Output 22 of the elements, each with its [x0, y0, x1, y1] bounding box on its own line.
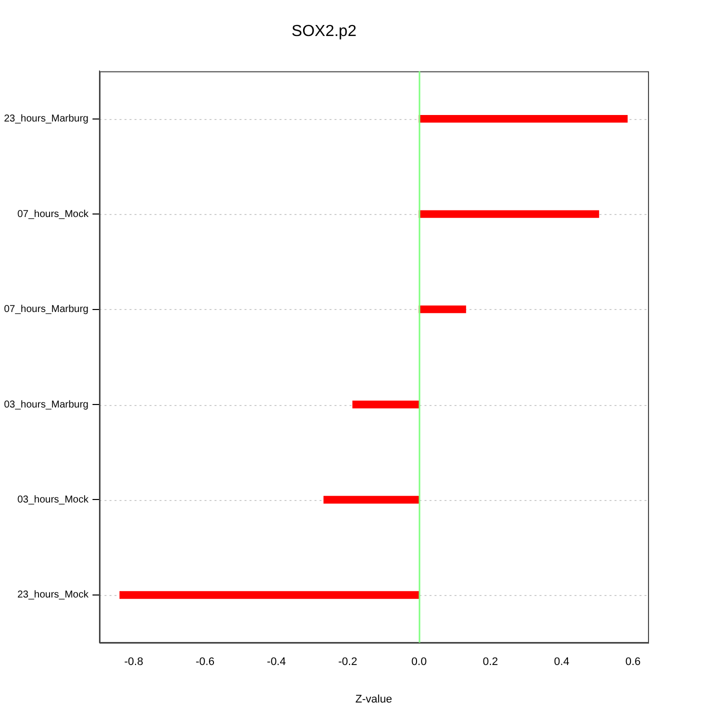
bar [418, 114, 628, 123]
y-tick-label: 03_hours_Mock [17, 494, 90, 506]
y-tick-label: 07_hours_Marburg [4, 304, 88, 316]
y-tick-label: 23_hours_Mock [17, 590, 90, 601]
x-tick-label: -0.6 [196, 656, 215, 668]
y-tick-label: 07_hours_Mock [17, 208, 90, 220]
x-tick-label: 0.6 [625, 656, 641, 668]
x-tick-label: 0.4 [554, 656, 570, 668]
bar [418, 210, 600, 218]
x-axis-title: Z-value [355, 693, 392, 706]
chart-title: SOX2.p2 [292, 23, 357, 40]
x-tick-label: -0.2 [338, 656, 358, 668]
bar [352, 400, 420, 408]
x-tick-label: 0.2 [482, 656, 498, 668]
bar [418, 305, 466, 314]
bar [323, 496, 420, 504]
y-tick-label: 23_hours_Marburg [4, 114, 88, 125]
x-tick-label: -0.8 [124, 656, 144, 668]
x-tick-label: -0.4 [266, 656, 286, 668]
x-tick-label: 0.0 [411, 656, 427, 668]
bar [119, 591, 420, 599]
y-tick-label: 03_hours_Marburg [4, 399, 88, 410]
